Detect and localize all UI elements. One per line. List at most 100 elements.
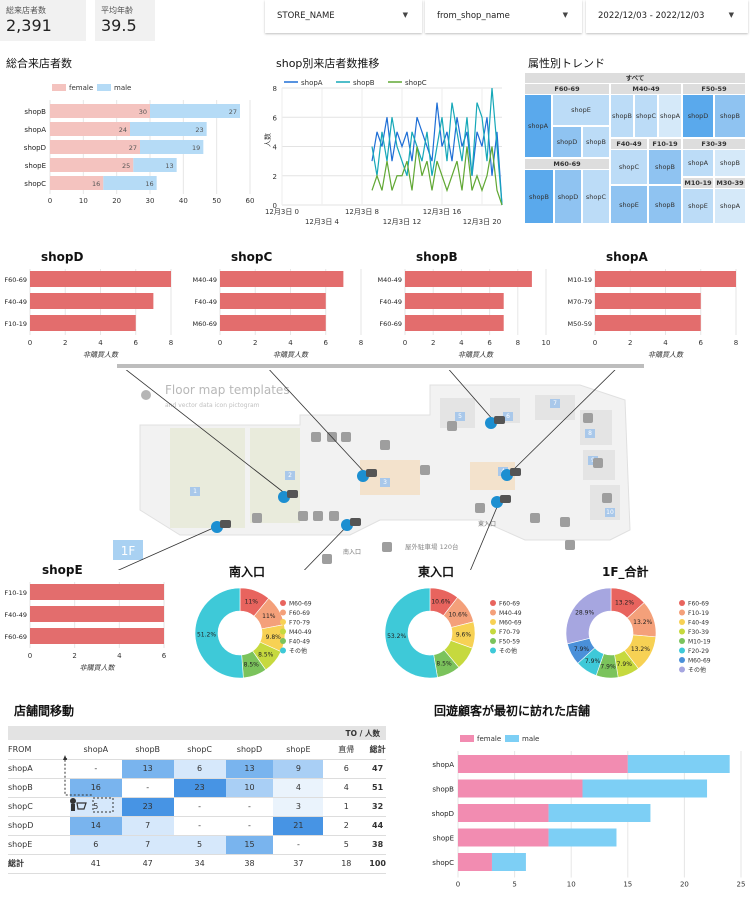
floor-total-title: 1F_合計 — [602, 565, 649, 579]
shop-bar-title: shopE — [42, 563, 83, 577]
total-cell: 47 — [121, 853, 174, 874]
from-shop-filter[interactable]: from_shop_name ▼ — [425, 0, 582, 33]
male-value: 19 — [192, 144, 200, 152]
treemap-cell[interactable]: shopC — [610, 149, 648, 185]
column-header[interactable]: 直帰 — [323, 740, 370, 760]
column-header[interactable]: shopD — [225, 740, 274, 760]
female-bar — [458, 779, 583, 798]
treemap-cell[interactable]: shopB — [648, 149, 682, 185]
legend-label: female — [477, 735, 501, 743]
treemap-cell[interactable]: shopB — [648, 185, 682, 224]
column-header[interactable]: FROM — [8, 740, 70, 760]
legend-dot — [490, 638, 496, 644]
donut-slice — [565, 587, 612, 645]
camera-icon — [366, 469, 377, 477]
room-number-box — [455, 412, 465, 421]
bar-label: F60-69 — [4, 633, 27, 641]
facility-icon — [447, 421, 457, 431]
room-number-box — [380, 478, 390, 487]
leader-line — [448, 370, 495, 422]
male-bar — [582, 779, 708, 798]
bar — [30, 315, 136, 331]
column-header[interactable]: shopB — [121, 740, 174, 760]
column-header[interactable]: 総計 — [369, 740, 386, 760]
legend-label: F50-59 — [499, 639, 520, 646]
table-cell: 21 — [273, 816, 324, 836]
room-number-box — [503, 412, 513, 421]
table-cell: 23 — [173, 778, 226, 798]
store-movement-title: 店舗間移動 — [14, 704, 75, 718]
bar-label: F60-69 — [379, 320, 402, 328]
x-tick-label: 6 — [162, 652, 167, 660]
treemap-cell[interactable]: shopE — [610, 185, 648, 224]
x-tick-label: 12月3日 16 — [423, 208, 462, 216]
room-number: 1 — [193, 488, 197, 495]
room-number-box — [550, 399, 560, 408]
x-tick-label: 2 — [431, 339, 435, 347]
table-cell: - — [273, 835, 324, 855]
store-name-filter[interactable]: STORE_NAME ▼ — [265, 0, 422, 33]
legend-label: M40-49 — [499, 610, 522, 617]
male-bar — [130, 122, 207, 136]
treemap-cell[interactable]: shopC — [582, 169, 610, 224]
leader-line — [125, 370, 288, 496]
male-bar — [150, 104, 240, 118]
column-header[interactable]: shopA — [69, 740, 122, 760]
treemap-cell[interactable]: shopD — [554, 169, 582, 224]
bar-label: F10-19 — [4, 589, 27, 597]
male-bar — [140, 140, 204, 154]
column-header[interactable]: shopC — [173, 740, 226, 760]
slice-label: 13.2% — [631, 646, 650, 653]
treemap-cell[interactable]: shopB — [714, 149, 746, 177]
treemap-cell[interactable]: shopA — [682, 149, 714, 177]
x-tick-label: 12月3日 12 — [383, 218, 422, 226]
treemap-cell[interactable]: shopB — [582, 126, 610, 158]
treemap-cell[interactable]: shopA — [714, 188, 746, 224]
treemap-cell[interactable]: shopA — [658, 94, 682, 138]
filter-label: from_shop_name — [437, 11, 510, 21]
slice-label: 51.2% — [197, 631, 216, 638]
treemap-cell[interactable]: shopB — [524, 169, 554, 224]
treemap-cell[interactable]: shopE — [682, 188, 714, 224]
legend-label: F10-19 — [688, 610, 709, 617]
treemap-cell[interactable]: shopC — [634, 94, 658, 138]
camera-icon — [350, 518, 361, 526]
column-header[interactable]: shopE — [273, 740, 324, 760]
x-axis-label: 非購買人数 — [83, 351, 119, 359]
shop-bar-title: shopD — [41, 250, 84, 264]
treemap-cell[interactable]: shopA — [524, 94, 552, 158]
date-range-filter[interactable]: 2022/12/03 - 2022/12/03 ▼ — [586, 0, 748, 33]
treemap-cell[interactable]: shopD — [682, 94, 714, 138]
treemap-cell[interactable]: shopB — [610, 94, 634, 138]
table-cell: 6 — [69, 835, 122, 855]
category-label: shopC — [24, 180, 46, 188]
x-tick-label: 5 — [512, 881, 516, 889]
category-label: shopD — [24, 144, 46, 152]
donut-slice — [384, 587, 438, 678]
slice-label: 9.8% — [266, 634, 282, 641]
female-value: 24 — [119, 126, 127, 134]
treemap-cell[interactable]: shopE — [552, 94, 610, 126]
bar-label: F40-49 — [4, 298, 27, 306]
dropdown-arrow-icon: ▼ — [728, 11, 734, 19]
legend-label: male — [114, 84, 131, 92]
x-tick-label: 2 — [628, 339, 632, 347]
treemap-cell[interactable]: shopD — [552, 126, 582, 158]
x-tick-label: 12月3日 4 — [305, 218, 340, 226]
x-tick-label: 12月3日 20 — [463, 218, 502, 226]
legend-label: F30-39 — [688, 629, 709, 636]
category-label: shopE — [25, 162, 46, 170]
bar-label: F40-49 — [194, 298, 217, 306]
room-number-box — [285, 471, 295, 480]
legend-dot — [280, 638, 286, 644]
x-tick-label: 0 — [28, 652, 32, 660]
table-cell: 5 — [323, 835, 370, 855]
x-tick-label: 20 — [680, 881, 689, 889]
y-tick-label: 6 — [273, 114, 278, 122]
legend-swatch — [460, 735, 474, 742]
male-bar — [133, 158, 177, 172]
treemap-cell[interactable]: shopB — [714, 94, 746, 138]
kpi-total-visitors: 総来店者数 2,391 — [0, 0, 86, 41]
table-cell: - — [225, 816, 274, 836]
facility-icon — [311, 432, 321, 442]
